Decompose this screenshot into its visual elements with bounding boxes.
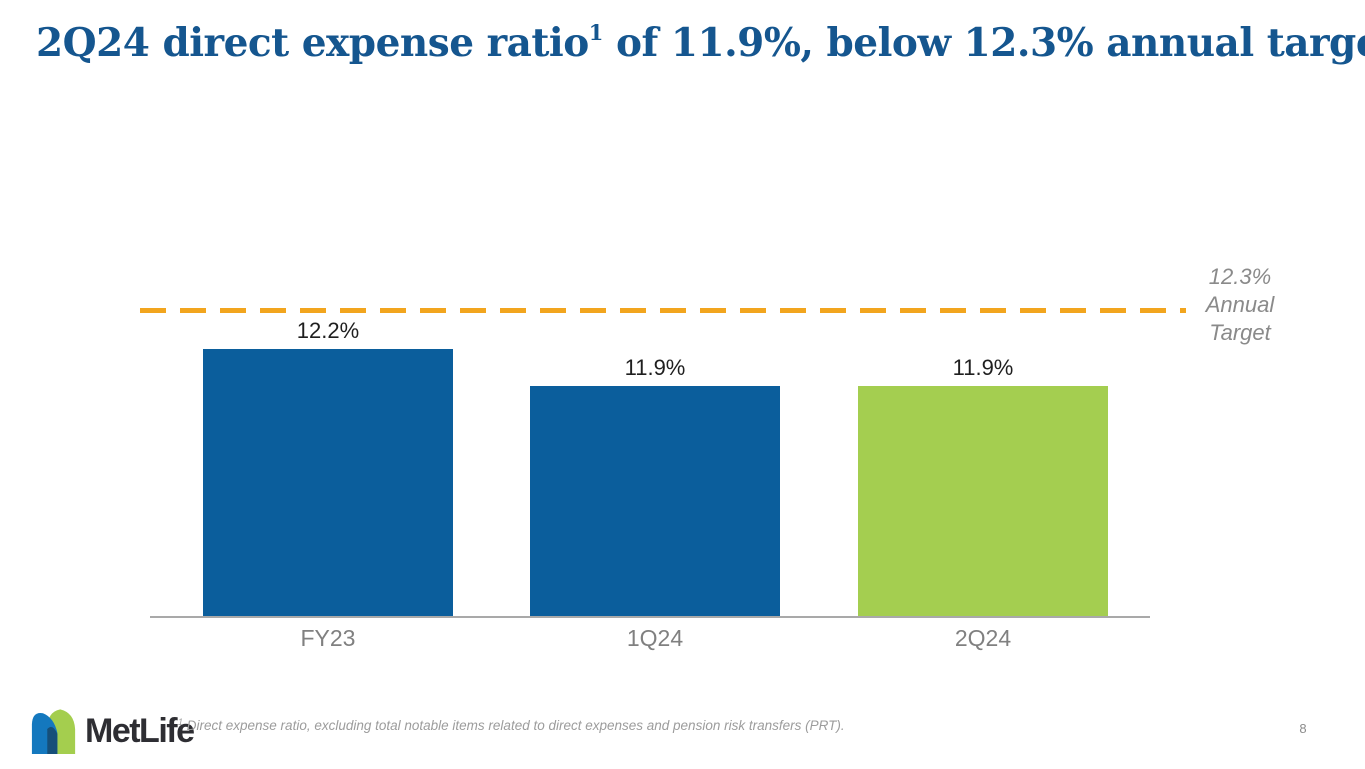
target-label-value: 12.3% <box>1208 264 1272 289</box>
x-axis-label-1q24: 1Q24 <box>626 625 684 651</box>
title-footnote-marker: 1 <box>588 20 604 45</box>
x-axis-line <box>150 616 1150 618</box>
target-dashed-line <box>140 308 1186 313</box>
value-label-2q24: 11.9% <box>952 355 1014 380</box>
metlife-m-icon <box>31 709 76 755</box>
metlife-logo: MetLife <box>30 703 195 759</box>
metlife-wordmark: MetLife <box>85 711 195 750</box>
target-label-line3: Target <box>1209 320 1271 345</box>
x-axis-label-2q24: 2Q24 <box>954 625 1012 651</box>
target-label-line2: Annual <box>1205 292 1275 317</box>
bar-fy23 <box>203 349 453 617</box>
bar-2q24 <box>858 386 1108 617</box>
page-number: 8 <box>1299 721 1307 736</box>
footnote: 1 Direct expense ratio, excluding total … <box>178 717 845 733</box>
title-text: 2Q24 direct expense ratio <box>36 20 589 66</box>
title-text-continued: of 11.9%, below 12.3% annual target <box>602 20 1365 66</box>
bar-1q24 <box>530 386 780 617</box>
footnote-text: Direct expense ratio, excluding total no… <box>183 718 845 733</box>
page-title: 2Q24 direct expense ratio1 of 11.9%, bel… <box>36 20 1365 66</box>
x-axis-label-fy23: FY23 <box>300 625 356 651</box>
value-label-1q24: 11.9% <box>624 355 686 380</box>
footnote-marker: 1 <box>178 717 184 727</box>
target-label: 12.3% Annual Target <box>1190 263 1290 347</box>
value-label-fy23: 12.2% <box>296 318 360 343</box>
